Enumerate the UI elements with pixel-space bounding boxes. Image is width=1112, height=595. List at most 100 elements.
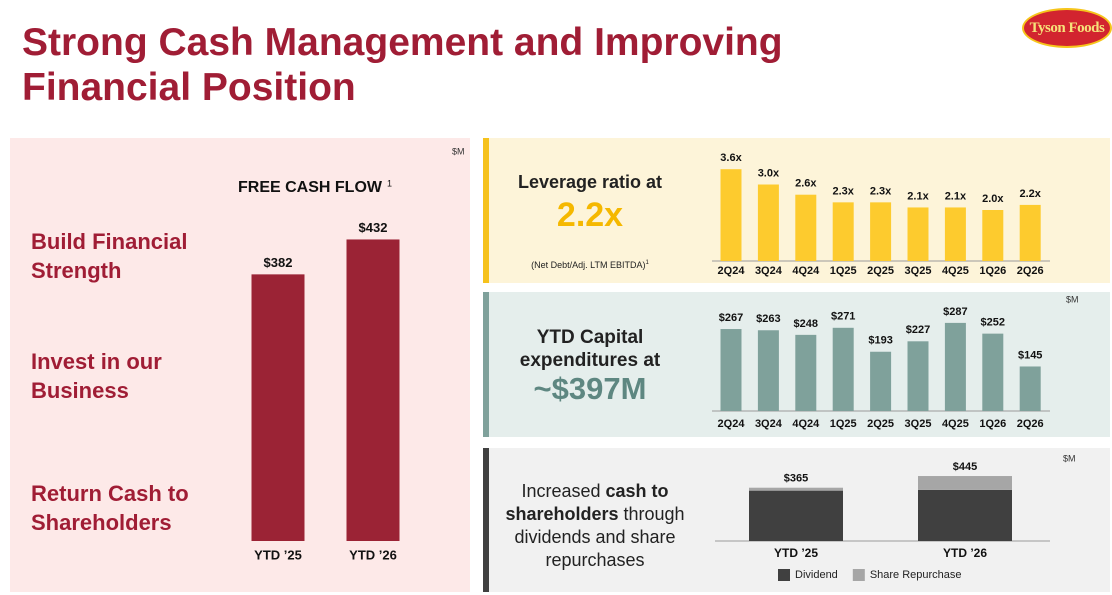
x-tick-label: 2Q25 bbox=[867, 418, 894, 430]
footnote-text: (Net Debt/Adj. LTM EBITDA) bbox=[531, 260, 646, 270]
x-tick-label: YTD ’26 bbox=[349, 547, 397, 562]
pillar-line: Shareholders bbox=[31, 510, 172, 535]
bar-segment bbox=[918, 476, 1012, 490]
x-tick-label: 1Q26 bbox=[979, 265, 1006, 277]
value-label: $252 bbox=[981, 317, 1005, 329]
x-tick-label: YTD ’25 bbox=[254, 547, 302, 562]
total-label: $445 bbox=[953, 461, 977, 473]
unit-label: $M bbox=[452, 146, 465, 156]
bar bbox=[720, 169, 742, 261]
x-tick-label: 2Q24 bbox=[718, 265, 746, 277]
x-tick-label: 3Q25 bbox=[905, 418, 932, 430]
bar bbox=[832, 327, 854, 411]
x-tick-label: YTD ’26 bbox=[943, 546, 987, 560]
value-label: 2.3x bbox=[832, 185, 854, 197]
legend-label: Share Repurchase bbox=[870, 569, 962, 581]
slide-title: Strong Cash Management and Improving Fin… bbox=[22, 20, 783, 110]
bar bbox=[832, 202, 854, 261]
value-label: 2.3x bbox=[870, 185, 892, 197]
bar bbox=[907, 341, 929, 411]
value-label: 2.0x bbox=[982, 193, 1004, 205]
headline-line: expenditures at bbox=[490, 349, 690, 372]
leverage-headline: Leverage ratio at bbox=[517, 172, 663, 192]
value-label: $287 bbox=[943, 306, 967, 318]
leverage-highlight: 2.2x bbox=[556, 196, 624, 234]
x-tick-label: 4Q24 bbox=[792, 265, 820, 277]
bar bbox=[944, 207, 966, 261]
bar bbox=[870, 351, 892, 411]
text: Increased bbox=[521, 481, 606, 501]
x-tick-label: 1Q26 bbox=[979, 418, 1006, 430]
bar bbox=[982, 210, 1004, 261]
bar bbox=[1019, 366, 1041, 411]
bar-segment bbox=[749, 487, 843, 491]
x-tick-label: 2Q25 bbox=[867, 265, 894, 277]
pillar-line: Business bbox=[31, 378, 129, 403]
bar bbox=[757, 330, 779, 411]
value-label: 3.0x bbox=[758, 167, 780, 179]
pillar: Build Financial Strength bbox=[31, 227, 251, 285]
title-line: Financial Position bbox=[22, 66, 356, 109]
text: through bbox=[618, 504, 685, 524]
title-line: Strong Cash Management and Improving bbox=[22, 21, 783, 64]
capex-headline: YTD Capital expenditures at bbox=[490, 326, 690, 372]
value-label: $193 bbox=[868, 335, 892, 347]
value-label: 3.6x bbox=[720, 152, 742, 164]
headline-line: YTD Capital bbox=[536, 327, 644, 348]
bar bbox=[982, 333, 1004, 411]
bar bbox=[944, 322, 966, 411]
bar bbox=[907, 207, 929, 261]
bar bbox=[346, 239, 400, 542]
bar-segment bbox=[918, 489, 1012, 541]
pillar-line: Build Financial bbox=[31, 229, 188, 254]
text: cash to bbox=[605, 481, 669, 501]
x-tick-label: 1Q25 bbox=[830, 265, 857, 277]
x-tick-label: 4Q25 bbox=[942, 418, 969, 430]
text: dividends and share bbox=[514, 527, 676, 547]
value-label: 2.2x bbox=[1019, 188, 1041, 200]
x-tick-label: 4Q24 bbox=[792, 418, 820, 430]
legend-swatch bbox=[778, 569, 790, 581]
value-label: $145 bbox=[1018, 349, 1042, 361]
legend-label: Dividend bbox=[795, 569, 838, 581]
bar bbox=[720, 329, 742, 411]
text: repurchases bbox=[545, 550, 645, 570]
value-label: $267 bbox=[719, 312, 743, 324]
bar bbox=[251, 274, 305, 541]
pillar: Return Cash to Shareholders bbox=[31, 479, 251, 537]
x-tick-label: YTD ’25 bbox=[774, 546, 818, 560]
pillar-line: Return Cash to bbox=[31, 481, 189, 506]
bar bbox=[757, 184, 779, 261]
bar bbox=[870, 202, 892, 261]
capex-highlight: ~$397M bbox=[533, 371, 647, 406]
bar bbox=[795, 194, 817, 261]
x-tick-label: 2Q26 bbox=[1017, 418, 1044, 430]
unit-label: $M bbox=[1063, 453, 1076, 463]
pillar: Invest in our Business bbox=[31, 347, 251, 405]
value-label: 2.6x bbox=[795, 178, 817, 190]
shareholder-text: Increased cash to shareholders through d… bbox=[490, 480, 700, 572]
pillar-line: Strength bbox=[31, 258, 122, 283]
x-tick-label: 3Q24 bbox=[755, 418, 783, 430]
legend-swatch bbox=[852, 569, 865, 581]
logo: Tyson Foods bbox=[1022, 8, 1112, 48]
x-tick-label: 1Q25 bbox=[830, 418, 857, 430]
title-note: 1 bbox=[387, 178, 392, 188]
value-label: $382 bbox=[264, 255, 293, 270]
x-tick-label: 4Q25 bbox=[942, 265, 969, 277]
value-label: $271 bbox=[831, 311, 855, 323]
headline-line: expenditures at bbox=[519, 350, 661, 371]
footnote-mark: 1 bbox=[645, 260, 649, 266]
x-tick-label: 2Q24 bbox=[718, 418, 746, 430]
bar-segment bbox=[749, 490, 843, 541]
pillar-line: Invest in our bbox=[31, 349, 162, 374]
x-tick-label: 2Q26 bbox=[1017, 265, 1044, 277]
chart-title: FREE CASH FLOW bbox=[238, 179, 383, 196]
unit-label: $M bbox=[1066, 294, 1079, 304]
bar bbox=[795, 334, 817, 411]
value-label: $227 bbox=[906, 324, 930, 336]
value-label: $432 bbox=[359, 220, 388, 235]
value-label: 2.1x bbox=[907, 190, 929, 202]
